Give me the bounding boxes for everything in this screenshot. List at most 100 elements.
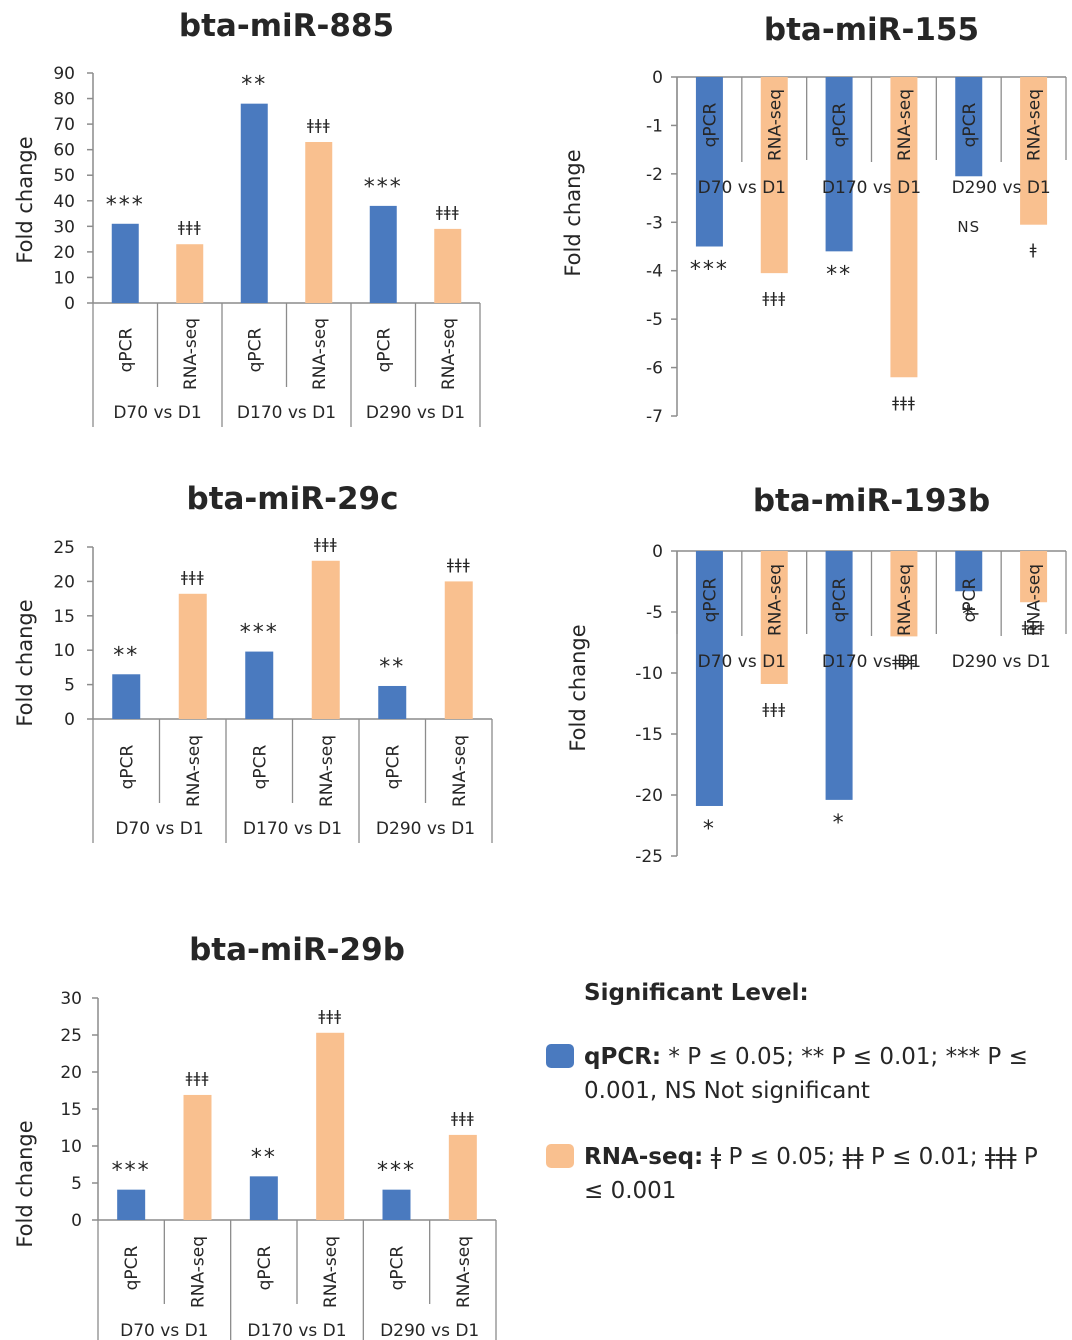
bar-rnaseq [1020, 551, 1048, 603]
y-tick-label: -5 [646, 310, 663, 330]
y-tick-label: -2 [646, 165, 663, 185]
bar-rnaseq [444, 581, 473, 719]
chart-title: bta-miR-155 [764, 12, 979, 48]
y-tick-label: 70 [53, 115, 75, 135]
y-axis-label: Fold change [561, 149, 585, 276]
y-tick-label: 80 [53, 90, 75, 110]
significance-label: ǂǂǂ [451, 1109, 475, 1127]
category-label: RNA-seq [1025, 89, 1045, 161]
significance-label: ǂǂǂ [447, 555, 471, 573]
category-label: qPCR [117, 744, 137, 789]
category-label: qPCR [960, 102, 980, 147]
y-tick-label: 30 [53, 217, 75, 237]
significance-label: * [962, 602, 975, 627]
significance-label: *** [364, 175, 403, 200]
significance-label: ** [826, 262, 852, 287]
significance-label: ǂǂǂ [892, 393, 916, 411]
significance-label: *** [112, 1159, 151, 1184]
category-label: RNA-seq [321, 1236, 341, 1308]
y-tick-label: -10 [635, 664, 663, 684]
y-tick-label: -3 [646, 213, 663, 233]
significance-label: ** [241, 73, 267, 98]
qpcr-swatch [546, 1044, 574, 1068]
bar-qpcr [695, 551, 723, 806]
bar-qpcr [695, 77, 723, 247]
y-tick-label: 5 [64, 676, 75, 696]
y-tick-label: -25 [635, 847, 663, 867]
bar-rnaseq [311, 560, 340, 719]
significance-label: ǂǂǂ [436, 203, 460, 221]
bar-rnaseq [183, 1094, 212, 1220]
category-label: qPCR [388, 1245, 408, 1290]
y-axis-label: Fold change [13, 136, 37, 263]
y-tick-label: 0 [652, 542, 663, 562]
y-tick-label: 20 [53, 243, 75, 263]
legend-qpcr-text: * P ≤ 0.05; ** P ≤ 0.01; *** P ≤ 0.001, … [584, 1044, 1028, 1104]
category-label: RNA-seq [765, 564, 785, 636]
category-label: qPCR [374, 327, 394, 372]
group-label: D70 vs D1 [698, 178, 786, 198]
group-label: D170 vs D1 [247, 1321, 346, 1340]
significance-label: *** [106, 193, 145, 218]
group-label: D170 vs D1 [243, 819, 342, 839]
bar-qpcr [112, 674, 141, 719]
significance-label: ** [251, 1145, 277, 1170]
y-tick-label: 30 [60, 989, 82, 1009]
y-tick-label: 5 [71, 1174, 82, 1194]
group-label: D290 vs D1 [952, 178, 1051, 198]
significance-label: * [703, 817, 716, 842]
legend-qpcr-label: qPCR: [584, 1044, 662, 1070]
y-tick-label: 15 [60, 1100, 82, 1120]
group-label: D170 vs D1 [237, 403, 336, 423]
category-label: RNA-seq [439, 318, 459, 390]
y-tick-label: 0 [71, 1211, 82, 1231]
significance-label: *** [377, 1159, 416, 1184]
significance-label: ǂǂǂ [762, 289, 786, 307]
category-label: RNA-seq [184, 735, 204, 807]
y-tick-label: 0 [64, 710, 75, 730]
chart-title: bta-miR-29b [189, 932, 405, 968]
bar-rnaseq [448, 1134, 477, 1220]
significance-label: * [833, 811, 846, 836]
group-label: D70 vs D1 [113, 403, 201, 423]
chart-title: bta-miR-193b [753, 483, 990, 519]
significance-label: ǂ [1030, 241, 1038, 259]
significance-label: ǂǂǂ [186, 1069, 210, 1087]
y-tick-label: -15 [635, 725, 663, 745]
category-label: qPCR [255, 1245, 275, 1290]
legend-title: Significant Level: [584, 980, 809, 1006]
bar-qpcr [955, 551, 983, 592]
group-label: D290 vs D1 [952, 652, 1051, 672]
category-label: qPCR [830, 577, 850, 622]
significance-label: ǂǂǂ [307, 116, 331, 134]
bar-rnaseq [1020, 77, 1048, 225]
y-axis-label: Fold change [13, 599, 37, 726]
bar-rnaseq [305, 142, 333, 303]
bar-qpcr [825, 77, 853, 252]
y-tick-label: -5 [646, 603, 663, 623]
category-label: RNA-seq [765, 89, 785, 161]
bar-qpcr [117, 1189, 146, 1220]
category-label: qPCR [116, 327, 136, 372]
y-tick-label: 0 [652, 68, 663, 88]
y-tick-label: 10 [53, 268, 75, 288]
category-label: RNA-seq [189, 1236, 209, 1308]
y-tick-label: -6 [646, 359, 663, 379]
group-label: D70 vs D1 [698, 652, 786, 672]
significance-label: ǂǂǂ [178, 218, 202, 236]
significance-label: ** [379, 655, 405, 680]
y-tick-label: 0 [64, 294, 75, 314]
bar-qpcr [240, 103, 268, 304]
significance-label: ǂǂǂ [892, 652, 916, 670]
significance-label: NS [957, 218, 980, 236]
legend-rnaseq-label: RNA-seq: [584, 1144, 704, 1170]
category-label: RNA-seq [310, 318, 330, 390]
y-tick-label: 10 [53, 641, 75, 661]
y-tick-label: 10 [60, 1137, 82, 1157]
group-label: D290 vs D1 [366, 403, 465, 423]
y-tick-label: 25 [60, 1026, 82, 1046]
significance-label: ǂǂǂ [1022, 618, 1046, 636]
category-label: qPCR [250, 744, 270, 789]
group-label: D70 vs D1 [115, 819, 203, 839]
